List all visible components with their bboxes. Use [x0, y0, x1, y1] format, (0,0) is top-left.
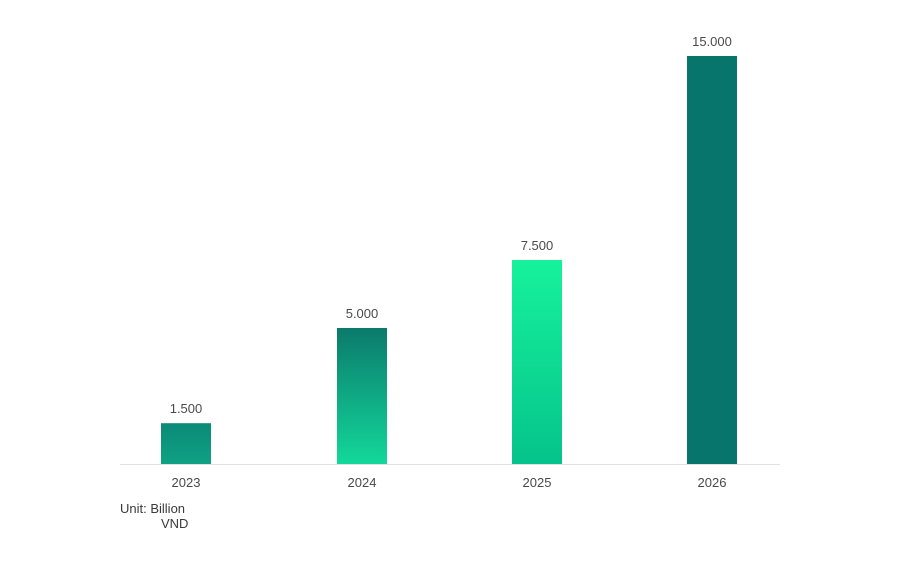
data-label-2026: 15.000	[692, 34, 732, 49]
unit-note-line1: Unit: Billion	[120, 501, 186, 516]
unit-note: Unit: Billion VND	[120, 501, 188, 531]
bar-2023	[161, 423, 211, 464]
bar-2025	[512, 260, 562, 464]
x-tick-label-2025: 2025	[523, 475, 552, 490]
unit-note-line2: VND	[161, 516, 189, 531]
bar-2026	[687, 56, 737, 464]
data-label-2024: 5.000	[346, 306, 379, 321]
x-tick-label-2024: 2024	[348, 475, 377, 490]
x-tick-label-2026: 2026	[698, 475, 727, 490]
data-label-2025: 7.500	[521, 238, 554, 253]
data-label-2023: 1.500	[170, 401, 203, 416]
x-tick-label-2023: 2023	[172, 475, 201, 490]
bar-2024	[337, 328, 387, 464]
